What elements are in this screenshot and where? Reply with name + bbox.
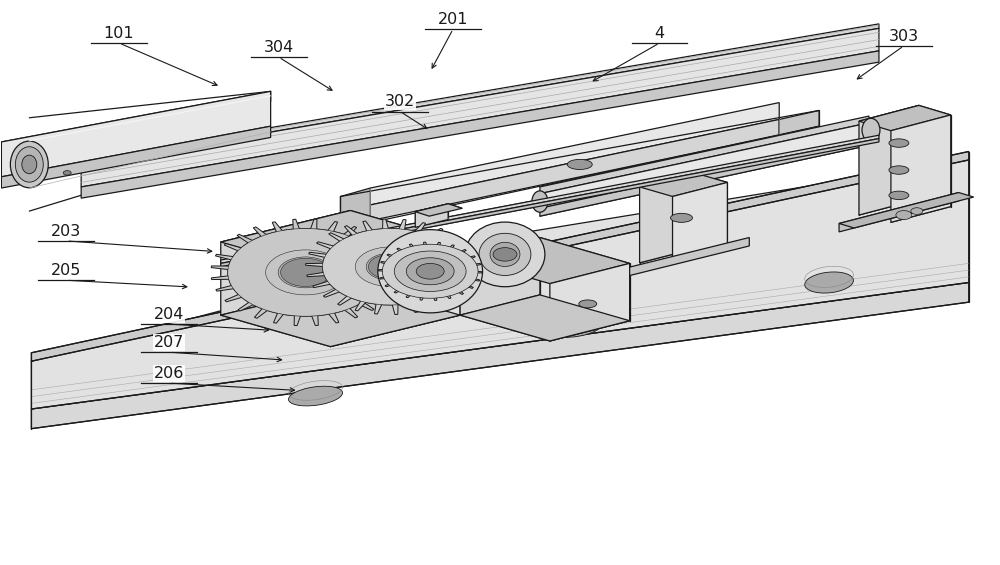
Polygon shape	[891, 115, 951, 223]
Polygon shape	[415, 204, 448, 227]
Polygon shape	[221, 211, 460, 273]
Circle shape	[416, 263, 444, 279]
Polygon shape	[1, 126, 271, 188]
Text: 303: 303	[889, 29, 919, 44]
Circle shape	[281, 258, 330, 286]
Polygon shape	[540, 116, 869, 194]
Ellipse shape	[889, 139, 909, 147]
Polygon shape	[540, 123, 869, 208]
Polygon shape	[859, 106, 951, 131]
Text: 201: 201	[438, 12, 468, 27]
Text: 203: 203	[51, 224, 81, 238]
Polygon shape	[221, 211, 350, 315]
Ellipse shape	[532, 191, 548, 212]
Ellipse shape	[15, 147, 43, 182]
Ellipse shape	[479, 233, 531, 276]
Polygon shape	[221, 135, 879, 263]
Circle shape	[322, 228, 458, 305]
Circle shape	[406, 258, 454, 285]
Polygon shape	[859, 106, 919, 215]
Polygon shape	[370, 103, 779, 205]
Ellipse shape	[671, 214, 692, 223]
Ellipse shape	[10, 141, 48, 188]
Polygon shape	[460, 295, 630, 341]
Circle shape	[228, 228, 383, 316]
Polygon shape	[81, 28, 879, 187]
Ellipse shape	[548, 318, 602, 337]
Ellipse shape	[567, 159, 592, 170]
Text: 4: 4	[654, 26, 665, 41]
Circle shape	[911, 208, 923, 215]
Circle shape	[355, 247, 425, 286]
Polygon shape	[221, 284, 460, 346]
Polygon shape	[779, 111, 819, 135]
Ellipse shape	[889, 191, 909, 199]
Polygon shape	[330, 242, 460, 346]
Polygon shape	[540, 137, 869, 216]
Circle shape	[278, 257, 333, 288]
Ellipse shape	[579, 300, 597, 308]
Polygon shape	[460, 237, 540, 315]
Polygon shape	[1, 92, 271, 152]
Circle shape	[394, 251, 466, 292]
Polygon shape	[839, 193, 959, 232]
Text: 206: 206	[154, 366, 184, 381]
Ellipse shape	[889, 166, 909, 174]
Polygon shape	[306, 219, 475, 315]
Text: 101: 101	[104, 26, 134, 41]
Circle shape	[266, 250, 345, 295]
Ellipse shape	[805, 272, 853, 293]
Circle shape	[366, 253, 414, 280]
Circle shape	[382, 244, 478, 298]
Polygon shape	[340, 188, 370, 229]
Polygon shape	[378, 242, 482, 301]
Polygon shape	[211, 219, 400, 325]
Polygon shape	[640, 173, 694, 263]
Polygon shape	[460, 237, 630, 284]
Circle shape	[390, 249, 470, 294]
Text: 205: 205	[51, 263, 81, 278]
Polygon shape	[31, 151, 969, 361]
Polygon shape	[673, 182, 727, 264]
Circle shape	[418, 264, 442, 278]
Polygon shape	[31, 282, 969, 429]
Circle shape	[63, 171, 71, 175]
Text: 302: 302	[385, 94, 415, 110]
Circle shape	[411, 260, 449, 282]
Circle shape	[417, 264, 443, 279]
Polygon shape	[550, 263, 630, 341]
Ellipse shape	[289, 386, 343, 406]
Polygon shape	[221, 138, 879, 267]
Ellipse shape	[22, 155, 37, 173]
Polygon shape	[81, 51, 879, 198]
Text: 204: 204	[154, 307, 184, 322]
Polygon shape	[81, 24, 879, 164]
Polygon shape	[620, 237, 749, 278]
Text: 304: 304	[263, 40, 294, 55]
Polygon shape	[640, 173, 727, 197]
Text: 207: 207	[154, 335, 184, 350]
Circle shape	[896, 211, 912, 220]
Polygon shape	[415, 204, 462, 216]
Polygon shape	[1, 92, 271, 177]
Polygon shape	[370, 119, 779, 221]
Ellipse shape	[378, 229, 483, 313]
Circle shape	[368, 254, 412, 279]
Ellipse shape	[490, 242, 520, 267]
Ellipse shape	[862, 118, 880, 142]
Polygon shape	[31, 160, 969, 409]
Ellipse shape	[465, 222, 545, 286]
Circle shape	[493, 247, 517, 261]
Polygon shape	[839, 193, 974, 228]
